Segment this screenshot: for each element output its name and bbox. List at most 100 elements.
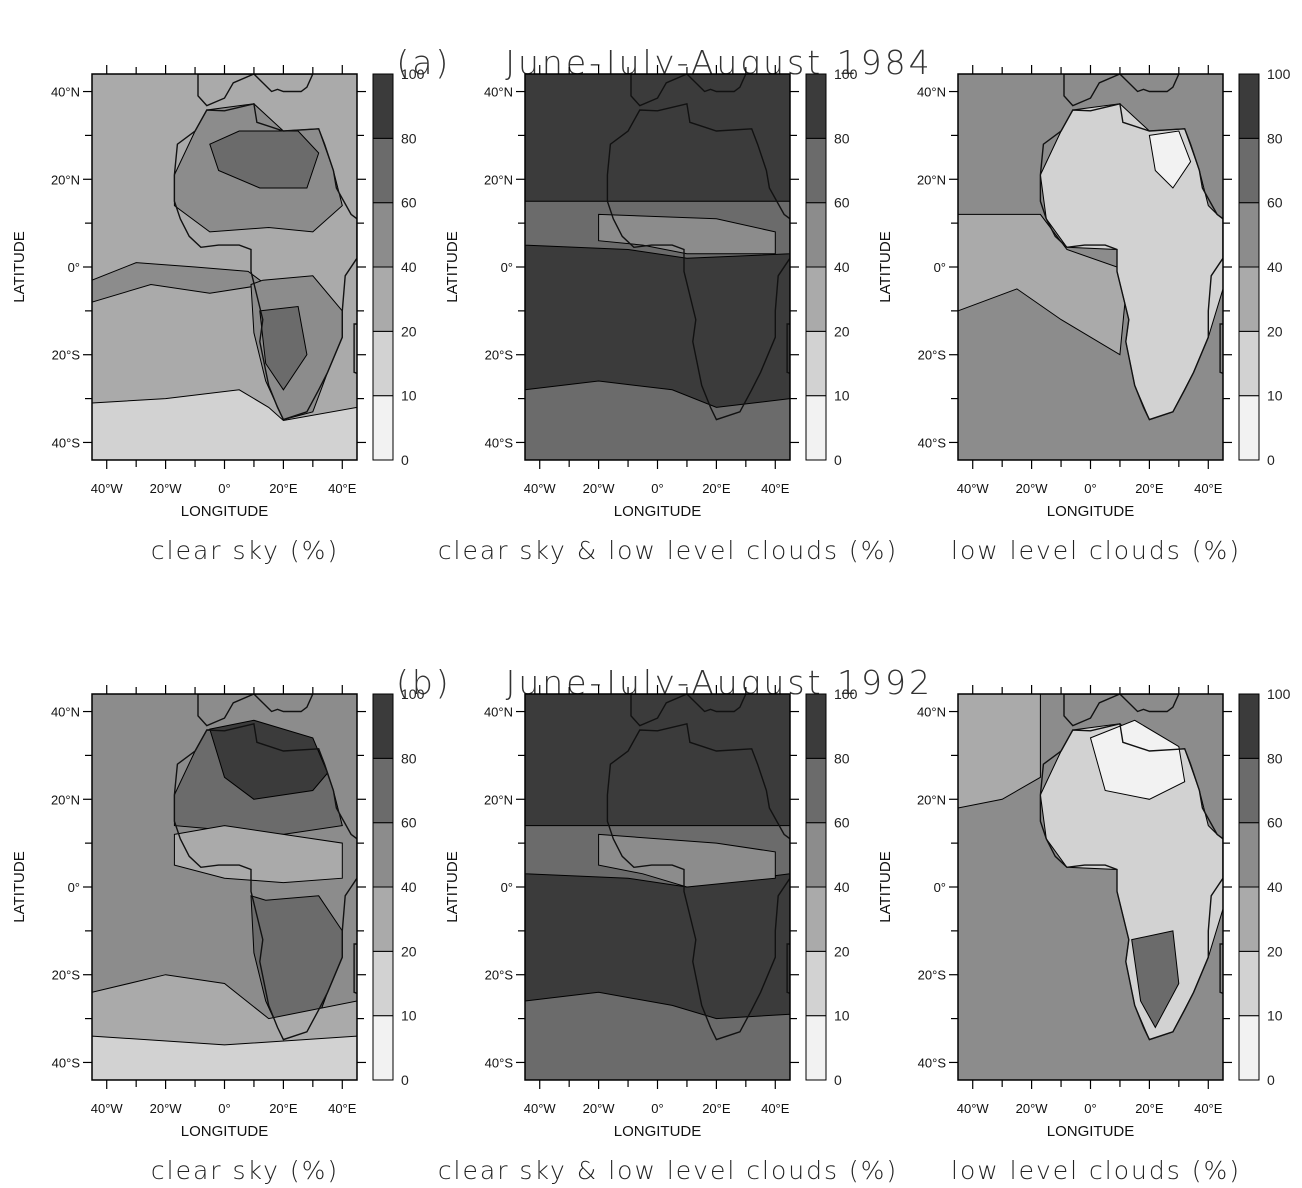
y-tick-label: 40°S [52,435,81,450]
colorbar-label: 10 [401,388,417,404]
x-tick-label: 0° [218,1101,230,1116]
colorbar-label: 100 [401,686,425,702]
x-tick-label: 20°W [583,481,616,496]
panel-caption: low level clouds (%) [951,1156,1241,1185]
colorbar-bin [372,757,394,824]
chart-panel: 40°W 20°W 0° 20°E 40°E 40°N 20°N 0° 20°S 40°S LONG… [433,620,896,1188]
y-tick-label: 20°S [485,968,514,983]
colorbar-label: 10 [401,1008,417,1024]
chart-svg: 40°W 20°W 0° 20°E 40°E 40°N 20°N 0° 20°S 40°S LONG… [877,65,1291,520]
coastline [606,102,790,421]
panel-caption: clear sky & low level clouds (%) [437,536,899,565]
colorbar-label: 80 [1267,130,1283,146]
colorbar-label: 0 [1267,1072,1275,1088]
y-tick-label: 20°N [51,792,80,807]
coastline [173,722,357,1041]
colorbar-bin [372,73,394,139]
y-axis-label: LATITUDE [444,231,461,302]
colorbar-bin [805,886,827,952]
y-tick-label: 40°N [51,705,80,720]
colorbar-label: 0 [401,1072,409,1088]
y-axis-label: LATITUDE [11,851,28,922]
coastline [630,694,747,727]
colorbar-label: 100 [1267,66,1291,82]
y-tick-label: 40°N [917,85,946,100]
y-axis-label: LATITUDE [877,851,894,922]
contour-region [525,991,790,1080]
coastline [197,694,314,727]
colorbar-bin [805,950,827,1017]
colorbar-label: 80 [401,750,417,766]
y-tick-label: 40°N [484,85,513,100]
chart-panel: 40°W 20°W 0° 20°E 40°E 40°N 20°N 0° 20°S 40°S LONG… [866,0,1299,568]
y-tick-label: 40°S [918,1055,947,1070]
y-tick-label: 20°N [51,172,80,187]
x-tick-label: 20°E [269,1101,298,1116]
x-axis-label: LONGITUDE [614,503,702,520]
coastline [173,102,357,421]
chart-panel: 40°W 20°W 0° 20°E 40°E 40°N 20°N 0° 20°S 40°S LONG… [0,620,433,1188]
colorbar-label: 40 [1267,879,1283,895]
colorbar-label: 40 [834,259,850,275]
colorbar-label: 80 [401,130,417,146]
coastline [1063,74,1180,107]
chart-panel: 40°W 20°W 0° 20°E 40°E 40°N 20°N 0° 20°S 40°S LONG… [433,0,896,568]
y-tick-label: 20°N [917,172,946,187]
colorbar-label: 40 [834,879,850,895]
y-tick-label: 20°N [484,792,513,807]
chart-panel: 40°W 20°W 0° 20°E 40°E 40°N 20°N 0° 20°S 40°S LONG… [0,0,433,568]
y-tick-label: 20°S [918,968,947,983]
colorbar-bin [1238,73,1260,139]
colorbar-label: 0 [834,452,842,468]
colorbar-label: 0 [401,452,409,468]
panel-caption: clear sky (%) [150,1156,340,1185]
colorbar-label: 60 [834,195,850,211]
colorbar-label: 20 [401,943,417,959]
x-tick-label: 20°E [702,481,731,496]
y-tick-label: 20°S [52,968,81,983]
colorbar-label: 80 [834,750,850,766]
chart-svg: 40°W 20°W 0° 20°E 40°E 40°N 20°N 0° 20°S 40°S LONG… [11,65,425,520]
panel-caption: clear sky (%) [150,536,340,565]
colorbar-label: 60 [401,195,417,211]
section-label: (b) [395,663,452,702]
colorbar-bin [1238,395,1260,461]
x-tick-label: 40°W [524,1101,557,1116]
colorbar-bin [1238,822,1260,888]
x-axis-label: LONGITUDE [181,503,269,520]
colorbar-label: 10 [834,1008,850,1024]
contour-region [259,305,308,391]
y-tick-label: 40°S [918,435,947,450]
contour-region [92,1035,357,1080]
colorbar-label: 0 [834,1072,842,1088]
colorbar-label: 20 [1267,323,1283,339]
x-axis-label: LONGITUDE [1047,1123,1135,1140]
colorbar-bin [372,395,394,461]
colorbar-bin [805,202,827,268]
y-tick-label: 40°N [51,85,80,100]
x-tick-label: 20°E [1135,1101,1164,1116]
colorbar-label: 20 [401,323,417,339]
section-label: (a) [396,43,452,82]
colorbar-label: 100 [834,66,858,82]
colorbar-bin [1238,330,1260,397]
coastline [630,74,747,107]
colorbar-bin [805,822,827,888]
colorbar-bin [805,395,827,461]
colorbar-bin [1238,137,1260,204]
chart-svg: 40°W 20°W 0° 20°E 40°E 40°N 20°N 0° 20°S 40°S LONG… [444,65,858,520]
colorbar-bin [372,822,394,888]
y-tick-label: 40°S [485,435,514,450]
y-axis-label: LATITUDE [877,231,894,302]
contour-region [1148,130,1192,189]
coastline [786,323,790,375]
colorbar-bin [805,330,827,397]
colorbar-label: 20 [1267,943,1283,959]
coastline [606,722,790,1041]
x-tick-label: 0° [651,1101,663,1116]
colorbar-bin [372,950,394,1017]
contour-region [598,833,776,888]
colorbar-bin [805,266,827,332]
y-tick-label: 40°N [917,705,946,720]
y-tick-label: 20°S [918,348,947,363]
